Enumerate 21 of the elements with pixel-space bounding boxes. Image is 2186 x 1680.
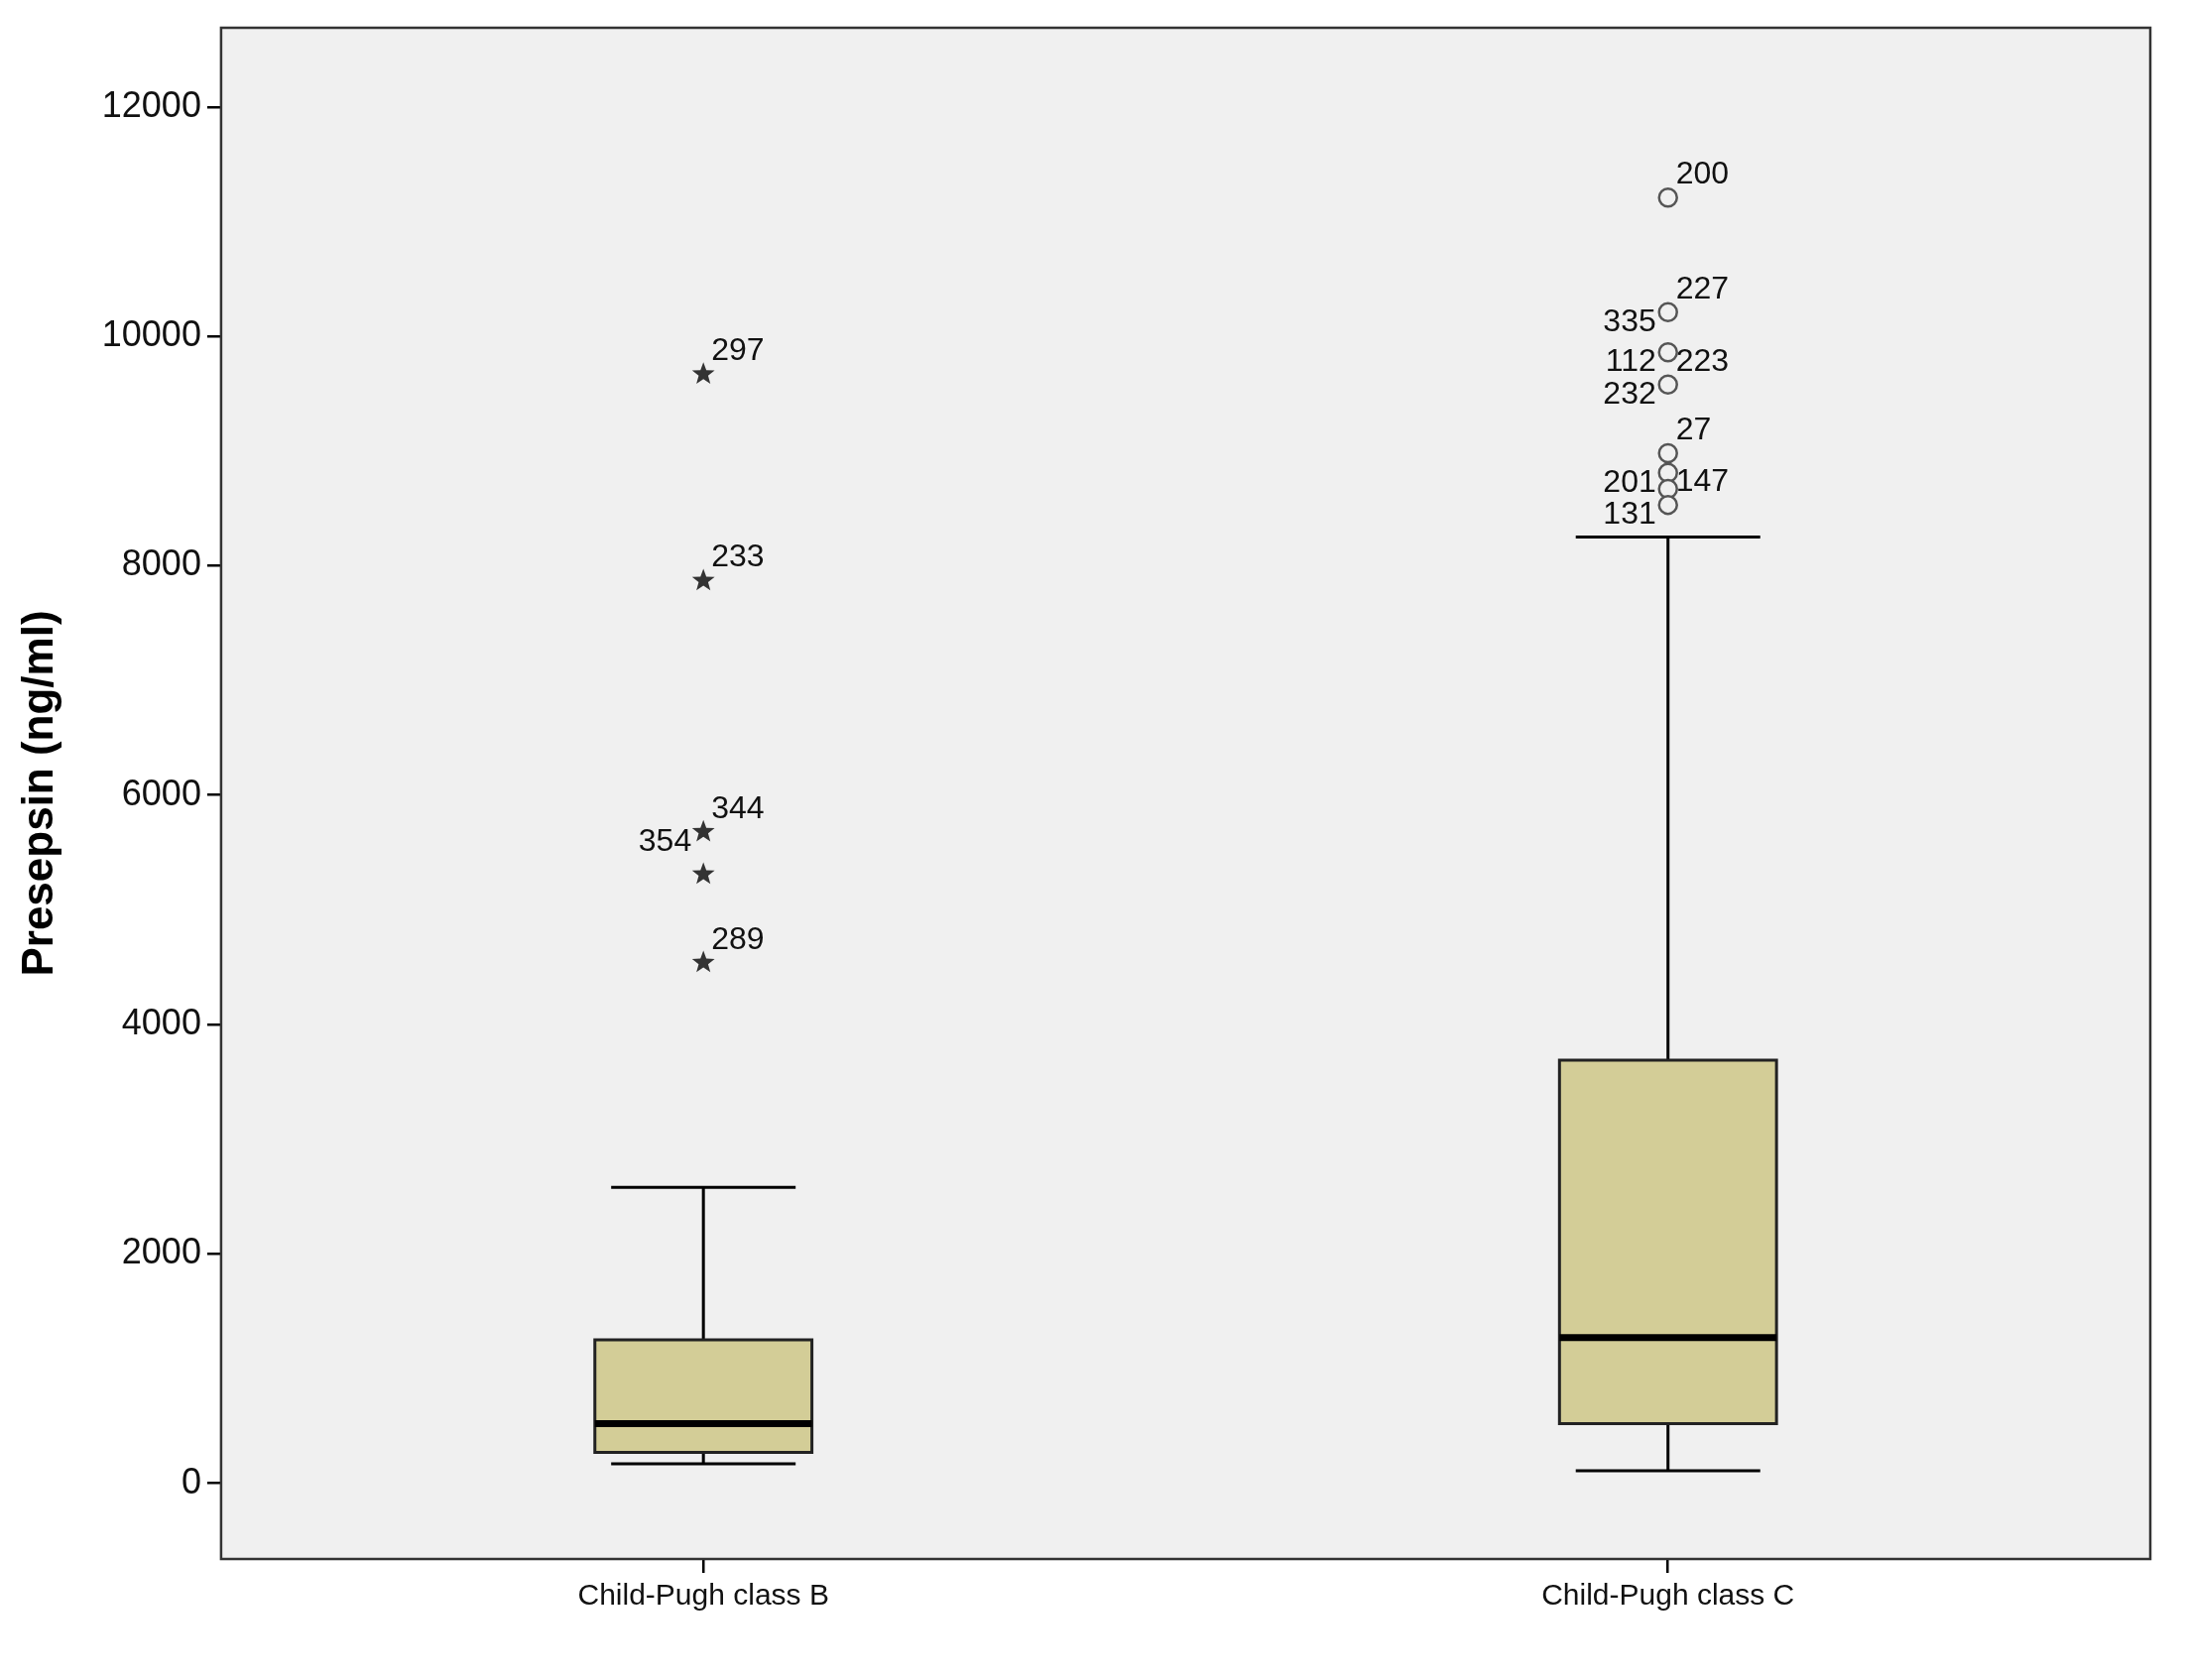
annotation: 289 bbox=[711, 919, 765, 956]
annotation: 344 bbox=[711, 788, 765, 825]
annotation: 297 bbox=[711, 331, 765, 368]
y-tick-label: 2000 bbox=[121, 1231, 201, 1272]
annotation: 223 bbox=[1675, 341, 1730, 378]
y-axis-title: Presepsin (ng/ml) bbox=[12, 610, 61, 977]
y-tick-label: 0 bbox=[181, 1460, 201, 1501]
x-tick-label: Child-Pugh class B bbox=[577, 1578, 829, 1612]
y-tick-label: 10000 bbox=[101, 313, 201, 355]
x-tick-label: Child-Pugh class C bbox=[1541, 1578, 1795, 1612]
y-tick-label: 8000 bbox=[121, 542, 201, 584]
annotation: 233 bbox=[711, 538, 765, 574]
annotation: 227 bbox=[1675, 269, 1730, 305]
annotation: 354 bbox=[638, 821, 692, 858]
y-tick-label: 12000 bbox=[101, 83, 201, 125]
y-tick-label: 4000 bbox=[121, 1001, 201, 1042]
annotation: 27 bbox=[1675, 411, 1712, 447]
annotation: 147 bbox=[1675, 462, 1730, 499]
annotation: 335 bbox=[1603, 301, 1656, 338]
y-tick-label: 6000 bbox=[121, 772, 201, 813]
annotation: 200 bbox=[1675, 155, 1730, 191]
